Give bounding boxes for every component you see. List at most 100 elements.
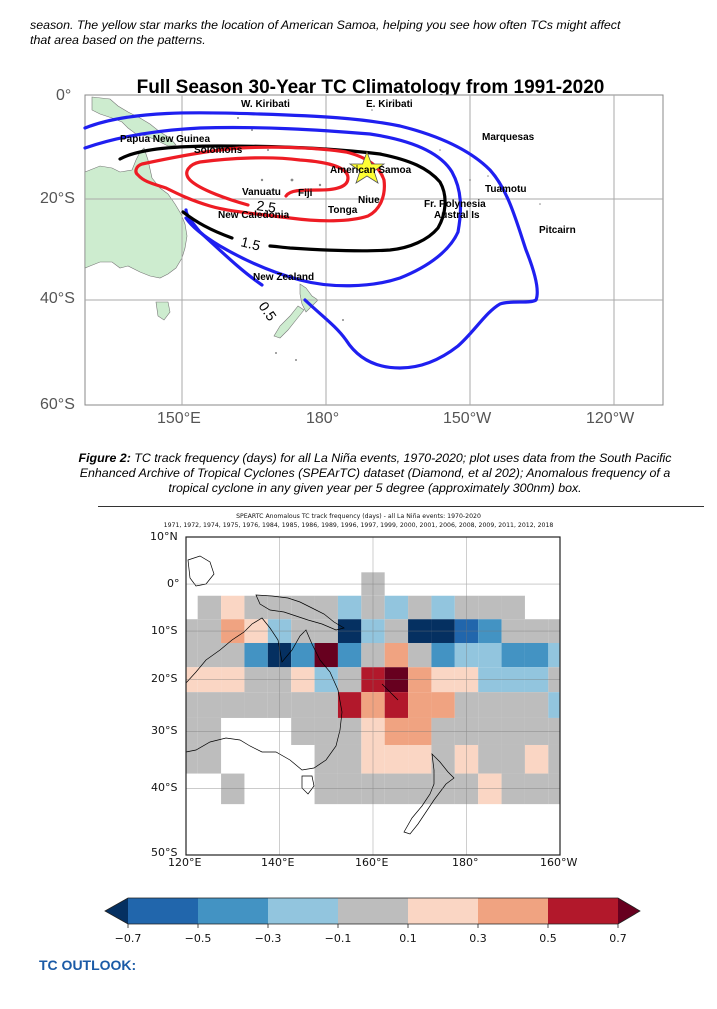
colorbar-segment [548, 898, 619, 924]
label-tonga: Tonga [328, 205, 358, 216]
heatmap-cell [314, 692, 338, 718]
heatmap-cell [408, 744, 432, 774]
contour-1.5-tail [181, 210, 234, 240]
land-masses [84, 96, 319, 339]
colorbar-tick-label: 0.1 [399, 932, 417, 945]
heatmap-cell [291, 692, 315, 718]
colorbar-under-arrow [105, 898, 128, 924]
label-fiji: Fiji [298, 188, 313, 199]
papua-new-guinea-land [91, 96, 177, 147]
heatmap-cell [478, 642, 502, 668]
caption-line-2: Enhanced Archive of Tropical Cyclones (S… [79, 466, 671, 480]
heatmap-ytick-50s: 50°S [151, 846, 178, 859]
label-w-kiribati: W. Kiribati [241, 99, 290, 110]
heatmap-cell [431, 744, 455, 774]
tasmania-land [155, 301, 171, 321]
label-new-zealand: New Zealand [253, 272, 314, 283]
heatmap-cell [501, 744, 525, 774]
heatmap-ytick-10s: 10°S [151, 624, 178, 637]
american-samoa-star-marker [348, 150, 386, 184]
colorbar-tick-label: −0.3 [254, 932, 282, 945]
colorbar-tick-label: 0.5 [539, 932, 557, 945]
heatmap-xtick-180: 180° [452, 856, 479, 869]
heatmap-cell [384, 744, 409, 774]
heatmap-cell [221, 692, 245, 718]
heatmap-ytick-40s: 40°S [151, 781, 178, 794]
heatmap-cell [384, 692, 409, 718]
figure1-title: Full Season 30-Year TC Climatology from … [136, 77, 605, 98]
colorbar-tick-label: 0.3 [469, 932, 487, 945]
new-zealand-coastline [403, 753, 455, 835]
colorbar-over-arrow [618, 898, 640, 924]
heatmap-xtick-160e: 160°E [355, 856, 389, 869]
label-tuamotu: Tuamotu [485, 184, 526, 195]
australia-coastline [185, 617, 343, 771]
heatmap-cell [501, 595, 525, 620]
australia-land [84, 147, 188, 279]
heatmap-xtick-140e: 140°E [261, 856, 295, 869]
lon-label-180: 180° [306, 410, 340, 427]
colorbar-segment [128, 898, 199, 924]
colorbar-tick-label: −0.1 [324, 932, 352, 945]
heatmap-cell [524, 642, 549, 668]
lon-label-150e: 150°E [157, 410, 201, 427]
heatmap-cell [186, 744, 198, 774]
indonesia-coastline [187, 555, 215, 587]
lon-label-120w: 120°W [586, 410, 635, 427]
heatmap-cell [291, 642, 315, 668]
heatmap-cell [524, 744, 549, 774]
heatmap-cell [221, 595, 245, 620]
heatmap-cell [244, 642, 268, 668]
label-marquesas: Marquesas [482, 132, 535, 143]
colorbar-segment [268, 898, 339, 924]
caption-line-1: TC track frequency (days) for all La Niñ… [130, 451, 672, 465]
colorbar-tick-label: −0.7 [114, 932, 142, 945]
intro-line-1: season. The yellow star marks the locati… [30, 18, 621, 32]
new-caledonia-coastline [381, 683, 399, 701]
heatmap-cell [337, 642, 362, 668]
label-fr-polynesia: Fr. Polynesia [424, 199, 486, 210]
colorbar-tick-label: 0.7 [609, 932, 627, 945]
heatmap-cell [314, 595, 338, 620]
caption-figure-number: Figure 2: [78, 451, 131, 465]
colorbar-segment [408, 898, 479, 924]
contour-0.5-inner [83, 125, 463, 288]
heatmap-cell [186, 692, 198, 718]
caption-divider [98, 506, 704, 507]
heatmap-cell [197, 692, 222, 718]
heatmap-subtitle: 1971, 1972, 1974, 1975, 1976, 1984, 1985… [163, 522, 554, 529]
tasmania-coastline [301, 775, 315, 795]
heatmap-cell [501, 692, 525, 718]
heatmap-cell [291, 595, 315, 620]
intro-paragraph: season. The yellow star marks the locati… [30, 18, 700, 48]
colorbar-segment [338, 898, 409, 924]
heatmap-cell [524, 692, 549, 718]
label-papua-new-guinea: Papua New Guinea [120, 134, 210, 145]
label-vanuatu: Vanuatu [242, 187, 281, 198]
heatmap-cell [186, 642, 198, 668]
label-austral-is: Austral Is [434, 210, 480, 221]
heatmap-cell [501, 642, 525, 668]
heatmap-cell [478, 744, 502, 774]
heatmap-ytick-10n: 10°N [150, 530, 178, 543]
contour-1.5 [118, 144, 447, 253]
heatmap-ytick-0: 0° [167, 577, 180, 590]
heatmap-cell [197, 642, 222, 668]
intro-line-2: that area based on the patterns. [30, 33, 206, 47]
figure1-climatology-map: 2.5 1.5 0.5 W. Kiribati E. Kiribati Papu… [83, 94, 664, 406]
heatmap-ytick-20s: 20°S [151, 672, 178, 685]
heatmap-cell [197, 744, 222, 774]
heatmap-cell [548, 642, 560, 668]
heatmap-cell [314, 642, 338, 668]
heatmap-cell [337, 692, 362, 718]
heatmap-title: SPEARTC Anomalous TC track frequency (da… [236, 513, 481, 520]
caption-line-3: tropical cyclone in any given year per 5… [168, 481, 582, 495]
heatmap-cell [337, 595, 362, 620]
heatmap-cell [431, 595, 455, 620]
heatmap-cell [384, 595, 409, 620]
contour-label-2.5: 2.5 [256, 197, 278, 216]
heatmap-cell [548, 692, 560, 718]
heatmap-cell [478, 595, 502, 620]
heatmap-cell [408, 642, 432, 668]
